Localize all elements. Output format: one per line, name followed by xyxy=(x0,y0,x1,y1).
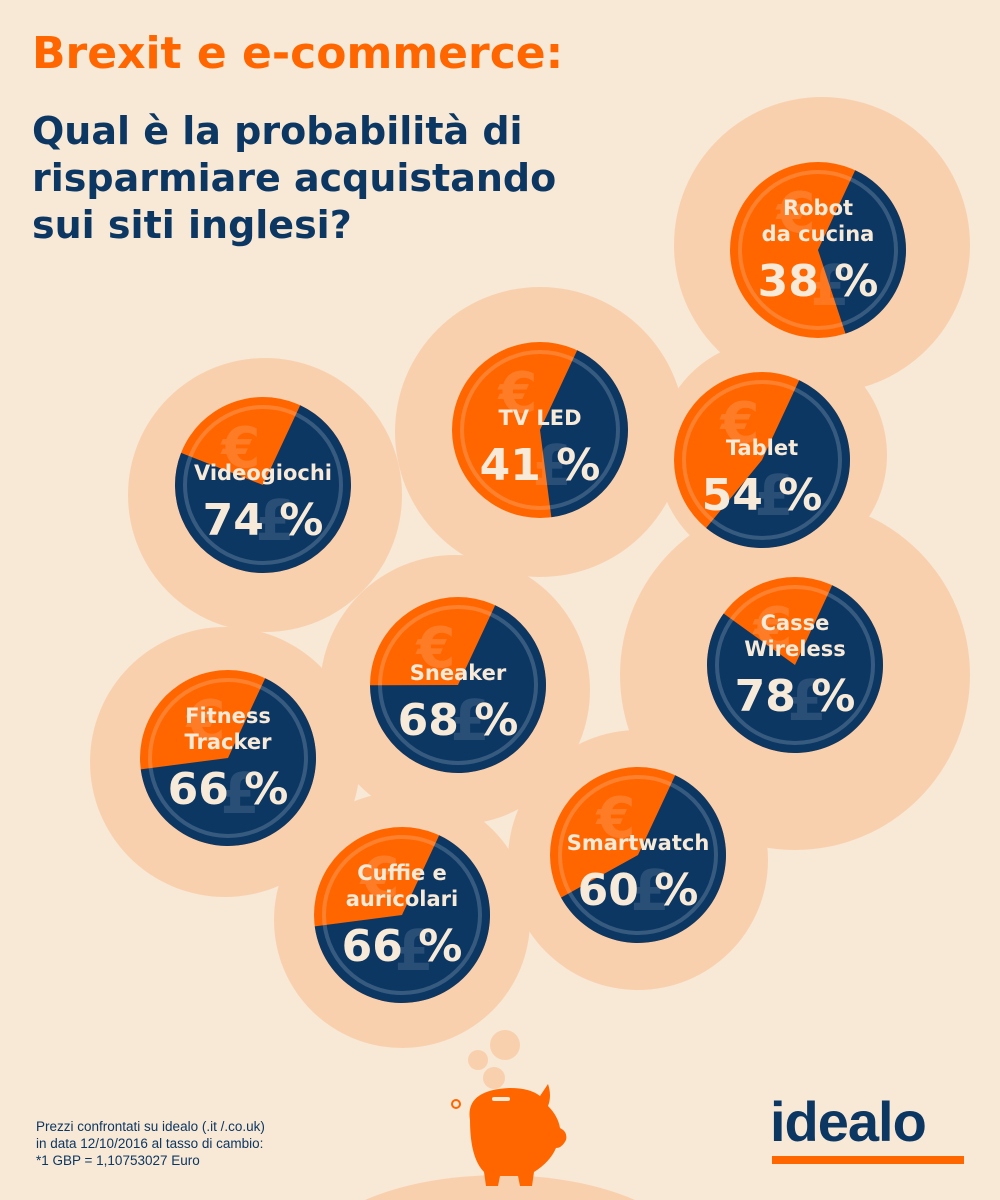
piggy-bank-icon xyxy=(365,1030,635,1200)
pie-ring xyxy=(715,585,875,745)
pie-slice-value xyxy=(707,585,884,753)
pie-value-label: 68 % xyxy=(398,695,519,746)
idealo-logo: idealo xyxy=(770,1090,927,1153)
pie-label: Casse xyxy=(761,611,830,635)
euro-icon: € xyxy=(185,689,226,754)
pie-value-label: 78 % xyxy=(735,671,856,722)
pie-ring xyxy=(558,775,718,935)
pie-2: € £ Tablet 54 % xyxy=(674,372,850,548)
euro-icon: € xyxy=(220,416,261,481)
pound-icon: £ xyxy=(811,254,850,319)
pie-ring xyxy=(183,405,343,565)
page-title: Brexit e e-commerce: xyxy=(32,28,564,79)
pie-5: € £ Sneaker 68 % xyxy=(370,597,546,774)
euro-icon: € xyxy=(752,596,793,661)
footnote-line: in data 12/10/2016 al tasso di cambio: xyxy=(36,1136,264,1151)
euro-icon: € xyxy=(359,846,400,911)
pie-value-label: 54 % xyxy=(702,470,823,521)
pie-label: TV LED xyxy=(498,406,581,430)
pound-icon: £ xyxy=(395,919,434,984)
logo-underline xyxy=(772,1156,964,1164)
pie-ring xyxy=(148,678,308,838)
pie-label: Robot xyxy=(783,196,853,220)
footnote-line: Prezzi confrontati su idealo (.it /.co.u… xyxy=(36,1119,265,1134)
pie-label: Videogiochi xyxy=(194,461,332,485)
pie-label: Smartwatch xyxy=(567,831,710,855)
euro-icon: € xyxy=(719,391,760,456)
pie-ring xyxy=(460,350,620,510)
pie-1: € £ TV LED 41 % xyxy=(452,342,629,518)
pie-label: Tablet xyxy=(726,436,798,460)
pie-label: Sneaker xyxy=(410,661,507,685)
euro-icon: € xyxy=(775,181,816,246)
pie-ring xyxy=(738,170,898,330)
pie-7: € £ Smartwatch 60 % xyxy=(550,767,726,943)
pound-icon: £ xyxy=(533,434,572,499)
pie-ring xyxy=(378,605,538,765)
euro-icon: € xyxy=(497,361,538,426)
pie-value-label: 66 % xyxy=(168,764,289,815)
pie-label: Tracker xyxy=(185,730,273,754)
pie-value-label: 66 % xyxy=(342,921,463,972)
pie-value-label: 74 % xyxy=(203,495,324,546)
pie-ring xyxy=(322,835,482,995)
pie-slice-value xyxy=(706,380,850,548)
pie-slice-value xyxy=(370,605,546,774)
pie-slice-value xyxy=(561,775,726,943)
pie-value-label: 38 % xyxy=(758,256,879,307)
pound-icon: £ xyxy=(631,859,670,924)
pie-ring xyxy=(682,380,842,540)
pound-icon: £ xyxy=(256,489,295,554)
pie-slice-value xyxy=(140,678,316,846)
pie-label: Cuffie e xyxy=(357,861,447,885)
pie-slice-value xyxy=(540,350,629,518)
pie-slice-value xyxy=(818,170,906,334)
pie-value-label: 60 % xyxy=(578,865,699,916)
pie-3: € £ Videogiochi 74 % xyxy=(174,397,351,574)
subtitle-line: Qual è la probabilità di xyxy=(32,109,523,153)
pound-icon: £ xyxy=(788,669,827,734)
pie-label: auricolari xyxy=(346,887,458,911)
pound-icon: £ xyxy=(221,762,260,827)
euro-icon: € xyxy=(415,616,456,681)
footnote: Prezzi confrontati su idealo (.it /.co.u… xyxy=(36,1118,265,1169)
pound-icon: £ xyxy=(755,464,794,529)
pound-icon: £ xyxy=(451,689,490,754)
hill xyxy=(365,1175,635,1200)
pie-slice-value xyxy=(314,835,490,1004)
pie-value-label: 41 % xyxy=(480,440,601,491)
euro-icon: € xyxy=(595,786,636,851)
pie-slice-value xyxy=(174,405,351,574)
pie-label: Wireless xyxy=(744,637,845,661)
subtitle-line: sui siti inglesi? xyxy=(32,203,352,247)
pie-label: da cucina xyxy=(762,222,875,246)
footnote-line: *1 GBP = 1,10753027 Euro xyxy=(36,1153,200,1168)
pie-label: Fitness xyxy=(185,704,271,728)
subtitle-line: risparmiare acquistando xyxy=(32,156,557,200)
page-subtitle: Qual è la probabilità di risparmiare acq… xyxy=(32,108,632,249)
